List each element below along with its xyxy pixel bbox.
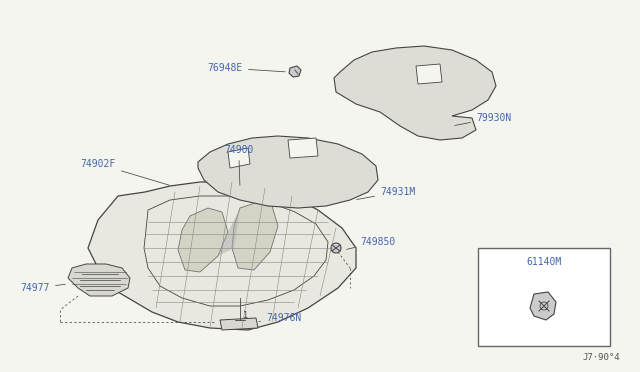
Text: 74976N: 74976N (259, 313, 301, 323)
Polygon shape (416, 64, 442, 84)
Text: 1: 1 (242, 311, 247, 320)
Polygon shape (228, 148, 250, 168)
Polygon shape (530, 292, 556, 320)
Bar (478, 248, 610, 346)
Polygon shape (288, 138, 318, 158)
Text: 749850: 749850 (347, 237, 396, 249)
Text: 79930N: 79930N (455, 113, 511, 125)
Polygon shape (178, 208, 228, 272)
Text: 76948E: 76948E (208, 63, 285, 73)
Polygon shape (289, 66, 301, 77)
Polygon shape (198, 136, 378, 208)
Text: J7·90°4: J7·90°4 (582, 353, 620, 362)
Polygon shape (220, 318, 258, 330)
Text: 74931M: 74931M (356, 187, 415, 199)
Polygon shape (68, 264, 130, 296)
Text: 61140M: 61140M (526, 257, 562, 267)
Text: 74902F: 74902F (81, 159, 170, 185)
Circle shape (331, 243, 341, 253)
Polygon shape (334, 46, 496, 140)
Text: 74977: 74977 (20, 283, 65, 293)
Polygon shape (88, 182, 356, 330)
Polygon shape (218, 208, 240, 256)
Text: 74900: 74900 (224, 145, 253, 185)
Polygon shape (232, 202, 278, 270)
